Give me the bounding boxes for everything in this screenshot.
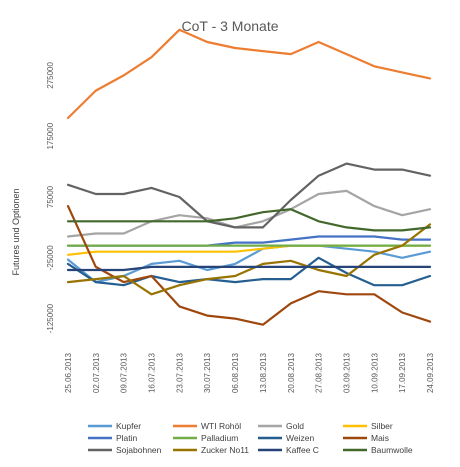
legend-item-platin: Platin bbox=[88, 433, 138, 443]
x-tick-label: 06.08.2013 bbox=[231, 352, 240, 393]
x-tick-label: 02.07.2013 bbox=[92, 352, 101, 393]
x-axis-ticks: 25.06.2013 02.07.2013 09.07.2013 16.07.2013… bbox=[64, 352, 435, 393]
legend-label: Kupfer bbox=[116, 421, 141, 431]
series-line-wti-roh-l bbox=[66, 28, 432, 120]
legend-item-weizen: Weizen bbox=[258, 433, 314, 443]
x-tick-label: 10.09.2013 bbox=[370, 352, 379, 393]
y-axis-label: Futures und Optionen bbox=[11, 188, 21, 275]
legend-item-sojabohnen: Sojabohnen bbox=[88, 445, 162, 455]
series-line-gold bbox=[66, 189, 432, 238]
series-line-kaffee-c bbox=[66, 265, 432, 272]
legend-item-gold: Gold bbox=[258, 421, 304, 431]
series-line-platin bbox=[66, 235, 432, 247]
x-tick-label: 30.07.2013 bbox=[203, 352, 212, 393]
legend-label: Sojabohnen bbox=[116, 445, 162, 455]
x-tick-label: 17.09.2013 bbox=[398, 352, 407, 393]
x-tick-label: 09.07.2013 bbox=[120, 352, 129, 393]
legend-label: Silber bbox=[371, 421, 393, 431]
legend-item-palladium: Palladium bbox=[173, 433, 238, 443]
series-line-mais bbox=[66, 205, 432, 326]
x-tick-label: 23.07.2013 bbox=[175, 352, 184, 393]
x-tick-label: 27.08.2013 bbox=[315, 352, 324, 393]
legend-label: Platin bbox=[116, 433, 138, 443]
series-line-baumwolle bbox=[66, 208, 432, 232]
legend-label: Kaffee C bbox=[286, 445, 319, 455]
legend-label: Mais bbox=[371, 433, 389, 443]
series-line-zucker-no11 bbox=[66, 223, 432, 296]
legend-label: WTI Rohöl bbox=[201, 421, 241, 431]
series-line-weizen bbox=[66, 256, 432, 287]
series-line-kupfer bbox=[66, 244, 432, 284]
legend: Kupfer WTI Rohöl Gold Silber Platin Palladium… bbox=[88, 421, 413, 455]
legend-label: Gold bbox=[286, 421, 304, 431]
y-tick-label: 175000 bbox=[46, 122, 55, 149]
x-tick-label: 20.08.2013 bbox=[287, 352, 296, 393]
legend-item-kaffee-c: Kaffee C bbox=[258, 445, 319, 455]
x-tick-label: 25.06.2013 bbox=[64, 352, 73, 393]
x-tick-label: 13.08.2013 bbox=[259, 352, 268, 393]
y-tick-label: -125000 bbox=[46, 303, 55, 333]
x-tick-label: 24.09.2013 bbox=[426, 352, 435, 393]
legend-label: Baumwolle bbox=[371, 445, 413, 455]
y-axis-ticks: -125000 -25000 75000 175000 275000 bbox=[46, 62, 55, 334]
legend-label: Weizen bbox=[286, 433, 314, 443]
series-line-sojabohnen bbox=[66, 162, 432, 229]
chart-title: CoT - 3 Monate bbox=[181, 18, 278, 34]
legend-item-mais: Mais bbox=[343, 433, 389, 443]
legend-item-kupfer: Kupfer bbox=[88, 421, 141, 431]
x-tick-label: 03.09.2013 bbox=[342, 352, 351, 393]
legend-label: Palladium bbox=[201, 433, 238, 443]
legend-item-baumwolle: Baumwolle bbox=[343, 445, 413, 455]
y-tick-label: 275000 bbox=[46, 62, 55, 89]
x-tick-label: 16.07.2013 bbox=[148, 352, 157, 393]
legend-item-zucker-no11: Zucker No11 bbox=[173, 445, 249, 455]
series-lines bbox=[66, 28, 432, 326]
y-tick-label: 75000 bbox=[46, 185, 55, 208]
y-tick-label: -25000 bbox=[46, 245, 55, 270]
legend-label: Zucker No11 bbox=[201, 445, 249, 455]
legend-item-wti-roh-l: WTI Rohöl bbox=[173, 421, 241, 431]
legend-item-silber: Silber bbox=[343, 421, 393, 431]
